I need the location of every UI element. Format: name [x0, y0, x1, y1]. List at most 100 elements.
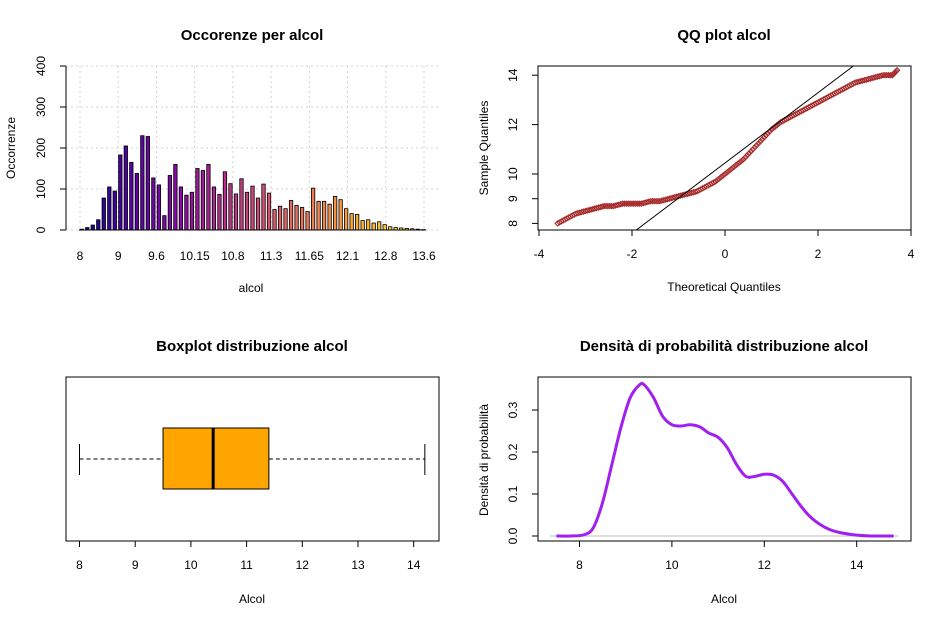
- qq-x-tick-label: -2: [627, 247, 638, 261]
- qq-point: [734, 160, 742, 167]
- histogram-x-label: alcol: [239, 281, 264, 295]
- density-y-axis: 0.0 0.1 0.2 0.3: [506, 401, 539, 544]
- histogram-bar: [250, 185, 255, 231]
- histogram-bar: [277, 205, 283, 231]
- histogram-bar: [112, 190, 117, 231]
- histogram-y-tick-label: 200: [34, 138, 48, 158]
- histogram-bar: [118, 154, 123, 231]
- histogram-bar: [349, 213, 354, 231]
- qq-point: [710, 179, 718, 186]
- histogram-bar: [222, 171, 228, 231]
- qq-point: [751, 144, 759, 151]
- histogram-x-tick-label: 9: [115, 249, 122, 263]
- qq-point: [757, 138, 764, 145]
- histogram-x-tick-label: 10.15: [180, 249, 210, 263]
- histogram-bar: [96, 219, 101, 231]
- histogram-y-tick-label: 400: [34, 56, 48, 76]
- qq-point: [749, 145, 757, 153]
- density-y-label: Densità di probabilità: [477, 404, 491, 516]
- histogram-x-tick-label: 9.6: [148, 249, 165, 263]
- histogram-bar: [140, 135, 145, 231]
- histogram-bar: [156, 184, 161, 231]
- histogram-bar: [261, 183, 266, 231]
- histogram-x-tick-label: 10.8: [221, 249, 245, 263]
- histogram-bar: [333, 195, 338, 231]
- qq-point: [729, 164, 736, 172]
- qq-point: [753, 142, 760, 149]
- density-x-tick-label: 12: [758, 558, 772, 572]
- histogram-bar: [107, 186, 112, 231]
- histogram-y-label: Occorrenze: [4, 117, 18, 179]
- qq-point: [744, 151, 751, 159]
- histogram-bar: [360, 220, 365, 231]
- density-y-tick-label: 0.1: [506, 485, 520, 502]
- qq-point: [742, 153, 749, 161]
- histogram-x-tick-label: 12.8: [374, 249, 398, 263]
- density-y-tick-label: 0.2: [506, 443, 520, 460]
- density-panel: Densità di probabilità distribuzione alc…: [477, 338, 912, 606]
- histogram-bar: [244, 191, 250, 231]
- histogram-y-axis: 0 100 200 300 400: [34, 56, 67, 233]
- qq-point: [773, 121, 781, 129]
- histogram-bar: [151, 177, 156, 231]
- histogram-bar: [288, 200, 294, 231]
- density-x-tick-label: 14: [850, 558, 864, 572]
- histogram-title: Occorenze per alcol: [181, 27, 324, 44]
- qq-point: [717, 173, 725, 181]
- histogram-bar: [228, 183, 233, 231]
- qq-plot-panel: QQ plot alcol 8 9 10 12 14 -4 -2 0 2 4 Theoretic…: [477, 27, 915, 294]
- qq-point: [747, 147, 755, 155]
- boxplot-x-tick-label: 14: [407, 558, 421, 572]
- boxplot-box: [162, 427, 270, 490]
- qq-point: [755, 140, 762, 147]
- qq-point: [714, 176, 721, 184]
- boxplot-x-tick-label: 12: [296, 558, 310, 572]
- histogram-bar: [123, 145, 128, 231]
- qq-point: [764, 130, 772, 137]
- histogram-y-tick-label: 0: [34, 226, 48, 233]
- qq-points: [554, 66, 901, 227]
- density-x-axis: 8 10 12 14: [576, 540, 864, 572]
- qq-x-tick-label: 4: [908, 247, 915, 261]
- qq-point: [730, 163, 738, 170]
- qq-x-label: Theoretical Quantiles: [667, 280, 780, 294]
- boxplot-x-tick-label: 10: [184, 558, 198, 572]
- histogram-bars: [79, 135, 426, 231]
- qq-y-tick-label: 9: [506, 195, 520, 202]
- histogram-bar: [283, 208, 288, 231]
- histogram-bar: [211, 186, 217, 231]
- histogram-y-tick-label: 300: [34, 97, 48, 117]
- boxplot-x-label: Alcol: [239, 592, 265, 606]
- histogram-bar: [134, 173, 139, 231]
- qq-point: [725, 167, 733, 175]
- qq-y-axis: 8 9 10 12 14: [506, 68, 539, 227]
- density-x-tick-label: 8: [576, 558, 583, 572]
- boxplot-shapes: [79, 427, 426, 490]
- boxplot-x-tick-label: 9: [132, 558, 139, 572]
- qq-y-tick-label: 10: [506, 167, 520, 181]
- boxplot-panel: Boxplot distribuzione alcol 8 9 10 11 12 13 14…: [65, 338, 440, 606]
- histogram-bar: [355, 214, 360, 231]
- histogram-bar: [321, 200, 327, 231]
- qq-point: [736, 158, 744, 166]
- histogram-bar: [310, 187, 316, 231]
- histogram-bar: [338, 199, 343, 231]
- histogram-bar: [327, 203, 332, 231]
- histogram-bar: [272, 209, 277, 231]
- qq-y-tick-label: 12: [506, 118, 520, 132]
- qq-point: [716, 175, 723, 182]
- qq-point: [775, 120, 783, 127]
- histogram-bar: [162, 215, 167, 231]
- density-frame: [537, 376, 912, 542]
- histogram-bar: [184, 194, 189, 231]
- boxplot-x-tick-label: 8: [76, 558, 83, 572]
- qq-plot-frame: [537, 65, 912, 231]
- boxplot-x-axis: 8 9 10 11 12 13 14: [76, 540, 421, 572]
- histogram-bar: [217, 193, 222, 231]
- qq-point: [758, 136, 766, 143]
- qq-point: [745, 149, 753, 157]
- histogram-x-tick-label: 8: [77, 249, 84, 263]
- qq-y-tick-label: 14: [506, 68, 520, 82]
- density-y-tick-label: 0.0: [506, 527, 520, 544]
- histogram-bar: [377, 221, 382, 231]
